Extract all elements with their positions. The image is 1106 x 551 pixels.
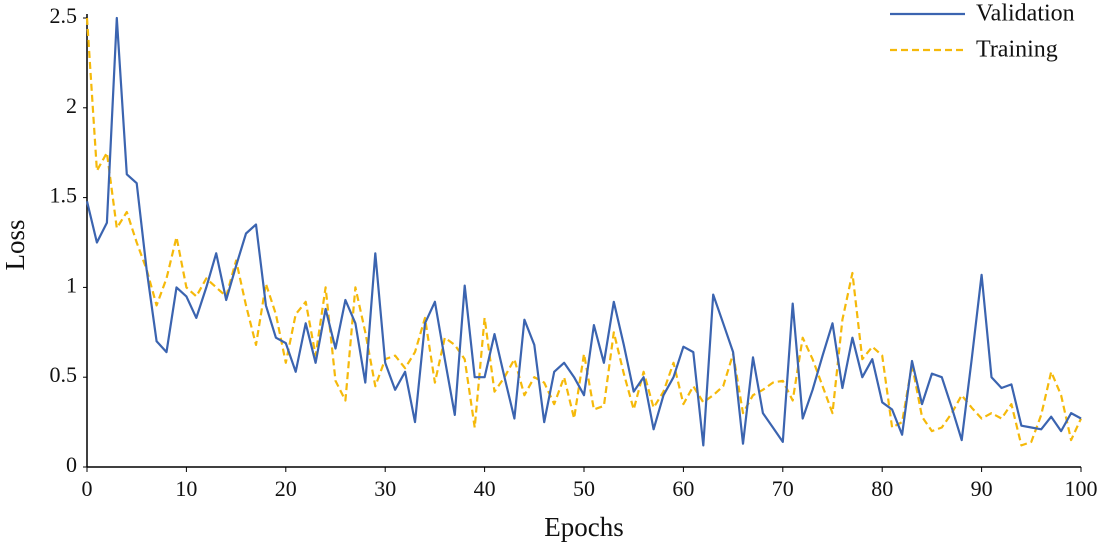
x-tick-label: 20 (275, 476, 297, 501)
x-tick-label: 40 (474, 476, 496, 501)
series-line (85, 16, 1082, 447)
x-tick-label: 60 (672, 476, 694, 501)
y-tick-label: 0.5 (50, 362, 78, 387)
x-tick-label: 100 (1065, 476, 1098, 501)
y-tick-label: 0 (66, 452, 77, 477)
y-tick-label: 2 (66, 93, 77, 118)
y-tick-label: 1 (66, 272, 77, 297)
x-tick-label: 70 (772, 476, 794, 501)
legend-label: Validation (976, 1, 1075, 27)
x-axis-title: Epochs (544, 512, 623, 542)
x-tick-label: 10 (175, 476, 197, 501)
y-tick-label: 2.5 (50, 3, 78, 28)
x-tick-label: 30 (374, 476, 396, 501)
x-tick-label: 80 (871, 476, 893, 501)
legend-label: Training (976, 37, 1058, 63)
y-tick-label: 1.5 (50, 183, 78, 208)
x-tick-label: 0 (82, 476, 93, 501)
x-tick-label: 50 (573, 476, 595, 501)
y-axis-title: Loss (0, 219, 30, 270)
series-line (85, 17, 1082, 447)
x-tick-label: 90 (971, 476, 993, 501)
